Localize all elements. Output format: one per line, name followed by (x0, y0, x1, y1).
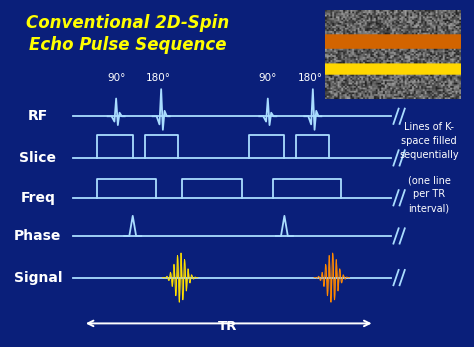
Text: 90°: 90° (107, 73, 125, 83)
Text: Phase: Phase (14, 229, 62, 243)
Text: Slice: Slice (19, 151, 56, 165)
Text: RF: RF (28, 109, 48, 123)
Text: Conventional 2D-Spin: Conventional 2D-Spin (27, 14, 229, 32)
Text: Echo Pulse Sequence: Echo Pulse Sequence (29, 36, 227, 54)
Text: (one line
per TR
interval): (one line per TR interval) (408, 175, 450, 213)
Text: Lines of K-
space filled
sequentially: Lines of K- space filled sequentially (399, 121, 459, 160)
Text: 180°: 180° (146, 73, 171, 83)
Text: 90°: 90° (259, 73, 277, 83)
Text: Freq: Freq (20, 191, 55, 205)
Text: TR: TR (218, 320, 237, 333)
Text: 180°: 180° (298, 73, 323, 83)
Text: Signal: Signal (14, 271, 62, 285)
